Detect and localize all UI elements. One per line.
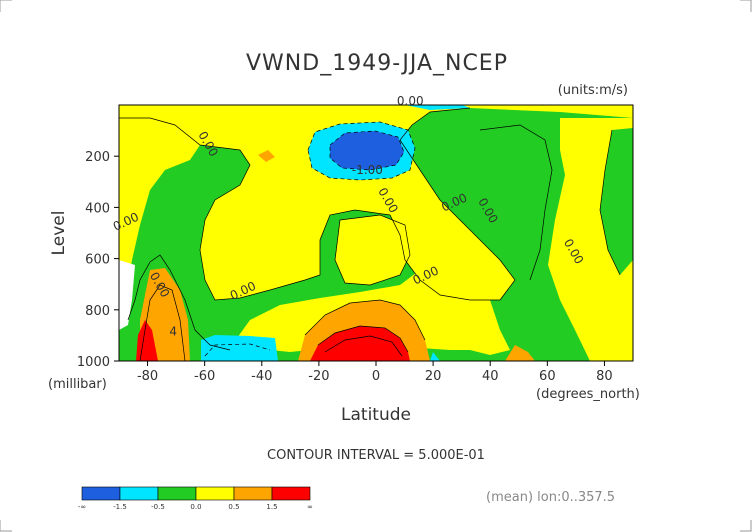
colorbar-label: 1.5 bbox=[266, 503, 277, 511]
y-tick-label: 200 bbox=[85, 150, 110, 165]
x-tick-label: -80 bbox=[137, 369, 158, 384]
corner-mark bbox=[0, 520, 12, 532]
contour-label: 0.00 bbox=[397, 94, 424, 108]
x-tick-label: -40 bbox=[251, 369, 272, 384]
colorbar-swatch bbox=[81, 486, 121, 501]
y-axis-title: Level bbox=[49, 211, 69, 256]
contour-region-strong-negative bbox=[330, 131, 404, 170]
contour-label: 4 bbox=[169, 324, 177, 338]
y-tick-label: 600 bbox=[85, 253, 110, 268]
contour-region-strong-positive bbox=[258, 150, 275, 162]
contour-region-max-positive bbox=[310, 326, 410, 361]
contour-region-negative bbox=[405, 105, 470, 110]
contour-region-strong-positive bbox=[505, 345, 535, 361]
colorbar-label: -0.5 bbox=[151, 503, 165, 511]
missing-data-region bbox=[119, 260, 135, 330]
x-axis-units: (degrees_north) bbox=[536, 387, 640, 402]
x-tick-label: 0 bbox=[372, 369, 380, 384]
contour-region-negative bbox=[430, 352, 440, 361]
contour-region-neutral bbox=[600, 128, 633, 275]
y-tick-label: 800 bbox=[85, 304, 110, 319]
mean-longitude-label: (mean) lon:0..357.5 bbox=[486, 490, 615, 505]
contour-interval-label: CONTOUR INTERVAL = 5.000E-01 bbox=[267, 448, 485, 463]
y-axis: 200 400 600 800 1000 bbox=[77, 150, 119, 370]
y-axis-units: (millibar) bbox=[48, 377, 107, 392]
x-tick-label: -60 bbox=[194, 369, 215, 384]
x-tick-label: 40 bbox=[482, 369, 499, 384]
units-label: (units:m/s) bbox=[558, 83, 628, 98]
colorbar-label: -1.5 bbox=[113, 503, 127, 511]
colorbar-swatch bbox=[157, 486, 197, 501]
colorbar-swatch bbox=[195, 486, 235, 501]
corner-mark bbox=[740, 0, 752, 12]
y-tick-label: 1000 bbox=[77, 355, 110, 370]
x-tick-label: 60 bbox=[539, 369, 556, 384]
x-tick-label: -20 bbox=[308, 369, 329, 384]
colorbar-swatch bbox=[271, 486, 311, 501]
contour-lines-negative bbox=[204, 121, 416, 357]
colorbar-swatch bbox=[119, 486, 159, 501]
x-axis-title: Latitude bbox=[341, 405, 411, 425]
colorbar: -∞ -1.5 -0.5 0.0 0.5 1.5 ∞ bbox=[78, 486, 313, 511]
chart-title: VWND_1949-JJA_NCEP bbox=[246, 51, 508, 76]
colorbar-swatch bbox=[233, 486, 273, 501]
contour-region-negative bbox=[201, 335, 278, 361]
contour-label: -1.00 bbox=[352, 163, 383, 177]
x-tick-label: 20 bbox=[425, 369, 442, 384]
y-tick-label: 400 bbox=[85, 201, 110, 216]
contour-lines bbox=[119, 107, 621, 361]
colorbar-label: 0.5 bbox=[228, 503, 239, 511]
colorbar-label: ∞ bbox=[307, 503, 313, 511]
contour-region-positive bbox=[232, 230, 510, 355]
colorbar-label: 0.0 bbox=[190, 503, 201, 511]
contour-region-neutral bbox=[480, 125, 552, 280]
colorbar-label: -∞ bbox=[78, 503, 86, 511]
corner-mark bbox=[0, 0, 12, 12]
contour-region-positive bbox=[335, 215, 410, 285]
contour-region-positive bbox=[119, 118, 200, 320]
corner-mark bbox=[740, 520, 752, 532]
x-axis: -80 -60 -40 -20 0 20 40 60 80 bbox=[137, 361, 613, 384]
plot-area: 0.000.00-1.000.00 0.00 0.000.000.000.000.0… bbox=[111, 94, 634, 362]
contour-region-positive bbox=[119, 105, 633, 300]
x-tick-label: 80 bbox=[596, 369, 613, 384]
